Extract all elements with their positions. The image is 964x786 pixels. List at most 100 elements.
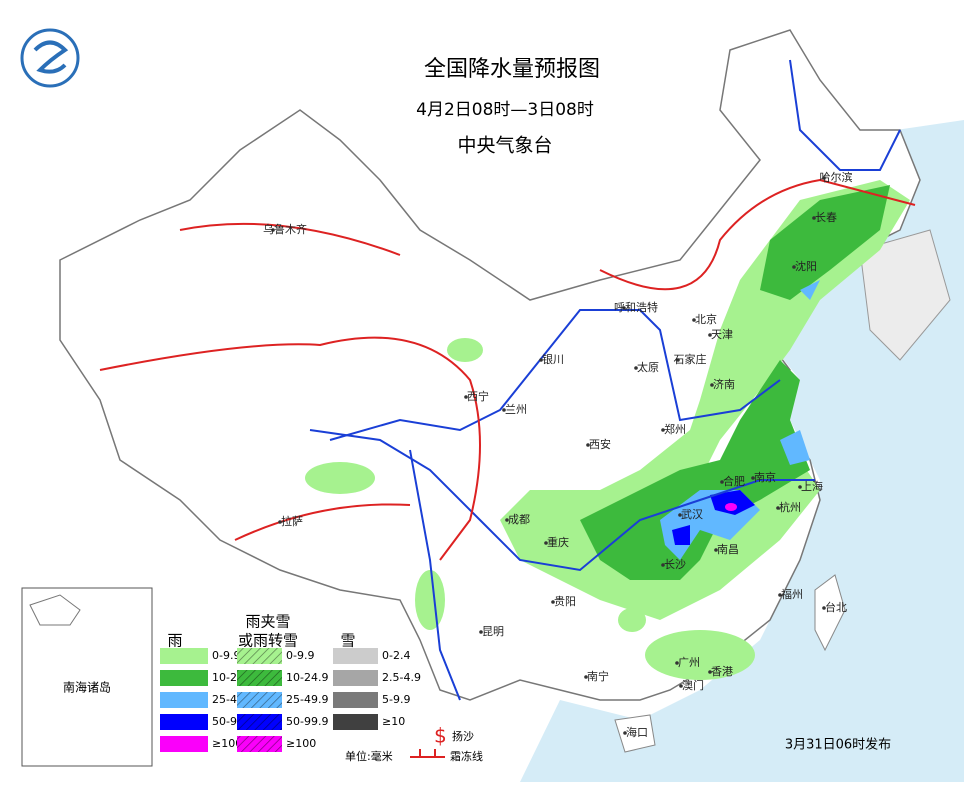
korea	[859, 229, 951, 361]
city-label: 海口	[626, 725, 648, 739]
city-label: 西宁	[467, 389, 489, 403]
city-label: 北京	[695, 312, 717, 326]
city-label: 呼和浩特	[614, 300, 658, 314]
city-dot	[502, 408, 506, 412]
city-dot	[708, 670, 712, 674]
city-dot	[551, 600, 555, 604]
city-dot	[544, 541, 548, 545]
city-dot	[822, 176, 826, 180]
subtitle: 4月2日08时—3日08时	[416, 100, 594, 120]
inset-coast	[29, 594, 81, 626]
city-label: 哈尔滨	[820, 170, 853, 184]
city-label: 澳门	[682, 678, 704, 692]
city-label: 郑州	[664, 422, 686, 436]
city-dot	[714, 548, 718, 552]
legend-label: 5-9.9	[382, 693, 410, 706]
city-label: 济南	[713, 377, 735, 391]
city-dot	[678, 513, 682, 517]
legend-label: 25-49.9	[286, 693, 328, 706]
legend-title: 或雨转雪	[238, 632, 298, 650]
legend-label: ≥100	[212, 737, 242, 750]
legend-label: 50-99.9	[286, 715, 328, 728]
city-label: 成都	[508, 513, 530, 526]
taiwan	[814, 574, 846, 652]
city-label: 台北	[825, 600, 847, 614]
city-label: 兰州	[505, 403, 527, 416]
legend-swatch	[333, 692, 378, 708]
legend-title: 雪	[340, 632, 355, 650]
legend-label: 0-9.9	[212, 649, 240, 662]
city-label: 西安	[589, 437, 611, 451]
city-dot	[778, 593, 782, 597]
city-label: 上海	[801, 479, 823, 493]
inset-label: 南海诸岛	[63, 680, 111, 695]
city-dot	[278, 520, 282, 524]
sand-symbol: $	[434, 724, 447, 748]
city-dot	[798, 485, 802, 489]
city-dot	[661, 563, 665, 567]
city-dot	[539, 358, 543, 362]
city-label: 南昌	[717, 543, 739, 556]
legend-label: 0-2.4	[382, 649, 410, 662]
city-label: 天津	[711, 328, 733, 341]
city-dot	[692, 318, 696, 322]
legend-hatch	[237, 670, 282, 686]
city-label: 乌鲁木齐	[263, 222, 307, 236]
legend-hatch	[237, 692, 282, 708]
issuer: 中央气象台	[457, 135, 552, 157]
city-dot	[661, 428, 665, 432]
city-label: 太原	[637, 361, 659, 374]
legend-label: ≥10	[382, 715, 405, 728]
legend-hatch	[237, 714, 282, 730]
legend-swatch	[333, 714, 378, 730]
city-label: 香港	[711, 665, 733, 678]
hainan	[614, 714, 656, 753]
frost-lines	[99, 178, 916, 561]
city-dot	[822, 606, 826, 610]
city-dot	[710, 383, 714, 387]
legend-swatch	[333, 670, 378, 686]
city-label: 拉萨	[281, 514, 303, 528]
city-label: 合肥	[723, 474, 745, 488]
rain-moderate	[580, 185, 890, 580]
unit-label: 单位:毫米	[345, 749, 393, 763]
legend-hatch	[237, 648, 282, 664]
city-label: 南京	[754, 470, 776, 484]
legend-swatch	[160, 692, 208, 708]
title: 全国降水量预报图	[424, 57, 600, 82]
city-label: 福州	[781, 587, 803, 601]
logo	[20, 28, 80, 88]
legend-label: 0-9.9	[286, 649, 314, 662]
city-label: 银川	[542, 352, 564, 366]
sand-label: 扬沙	[452, 729, 474, 743]
rivers	[309, 59, 901, 701]
city-dot	[586, 443, 590, 447]
city-dot	[634, 366, 638, 370]
city-dot	[584, 675, 588, 679]
rain-heavy	[660, 280, 820, 560]
footer: 3月31日06时发布	[785, 737, 891, 753]
city-dot	[623, 731, 627, 735]
legend-label: 2.5-4.9	[382, 671, 421, 684]
legend-swatch	[160, 736, 208, 752]
legend-title: 雨夹雪	[245, 613, 290, 631]
city-label: 广州	[678, 656, 700, 669]
city-label: 长春	[815, 211, 837, 224]
city-dot	[708, 333, 712, 337]
city-dot	[679, 684, 683, 688]
city-dot	[479, 630, 483, 634]
city-label: 昆明	[482, 625, 504, 638]
city-dot	[720, 480, 724, 484]
city-label: 贵阳	[554, 595, 576, 608]
city-label: 长沙	[664, 558, 686, 571]
city-dot	[675, 661, 679, 665]
city-dot	[676, 358, 680, 362]
city-dot	[812, 216, 816, 220]
frost-label: 霜冻线	[450, 749, 483, 763]
legend-label: 10-24.9	[286, 671, 328, 684]
city-label: 沈阳	[795, 259, 817, 273]
legend-swatch	[333, 648, 378, 664]
city-dot	[751, 476, 755, 480]
